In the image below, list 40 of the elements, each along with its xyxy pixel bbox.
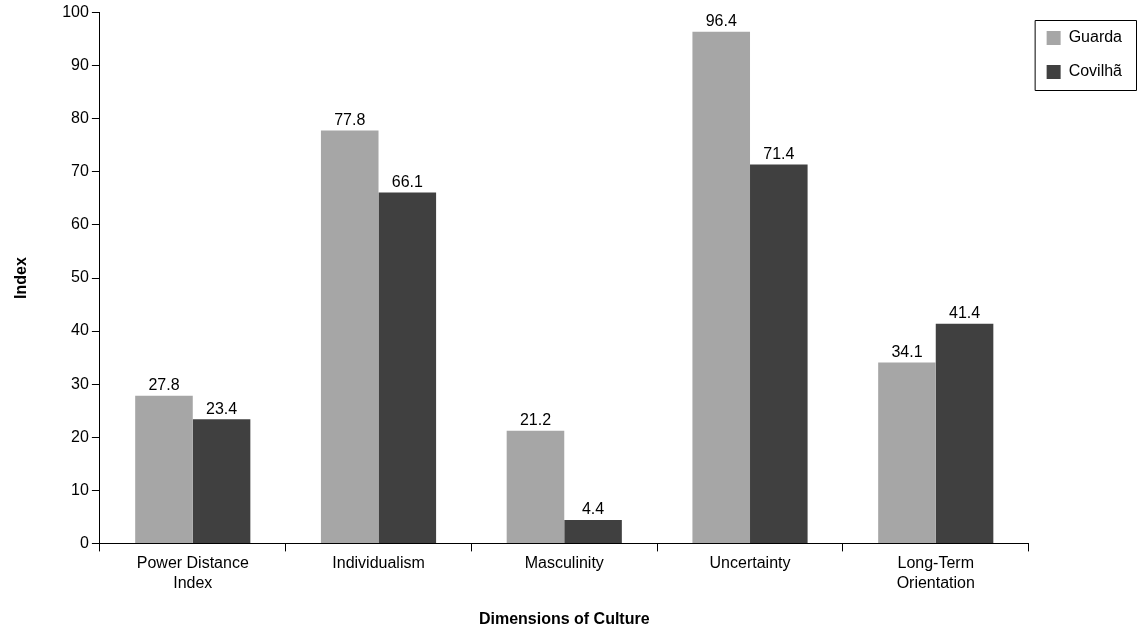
y-tick-label: 50 [71, 268, 89, 286]
bar [564, 520, 622, 543]
bar [192, 419, 251, 543]
y-tick-label: 70 [71, 162, 89, 180]
data-label: 71.4 [763, 144, 795, 162]
data-label: 27.8 [148, 376, 180, 394]
y-tick-label: 30 [71, 374, 89, 392]
y-tick-label: 10 [71, 480, 89, 498]
data-label: 66.1 [391, 172, 423, 190]
y-tick-label: 60 [71, 215, 89, 233]
x-tick-label: Power Distance Index [136, 554, 249, 591]
bar [692, 31, 751, 543]
y-tick-label: 0 [79, 533, 89, 551]
bar [506, 430, 565, 543]
legend-label: Covilhã [1068, 62, 1123, 80]
x-tick-label: Masculinity [524, 554, 604, 572]
bar [750, 164, 808, 543]
x-axis-title: Dimensions of Culture [478, 609, 650, 627]
bar [320, 130, 379, 543]
x-tick-label: Uncertainty [709, 554, 791, 572]
legend-label: Guarda [1068, 28, 1123, 46]
y-tick-label: 80 [71, 109, 89, 127]
y-tick-label: 90 [71, 56, 89, 74]
x-tick-label: Individualism [332, 554, 425, 572]
y-tick-label: 40 [71, 321, 89, 339]
bar [878, 362, 936, 543]
data-label: 23.4 [205, 399, 238, 417]
bar [135, 395, 193, 543]
y-axis-title: Index [12, 257, 30, 299]
data-label: 34.1 [891, 342, 923, 360]
data-label: 21.2 [519, 411, 552, 429]
data-label: 96.4 [705, 12, 737, 30]
bar [935, 323, 994, 543]
x-tick-label: Long-Term Orientation [896, 554, 975, 591]
data-label: 4.4 [581, 500, 605, 518]
y-tick-label: 20 [71, 427, 89, 445]
data-label: 41.4 [948, 304, 981, 322]
y-tick-label: 100 [62, 3, 89, 21]
data-label: 77.8 [334, 110, 366, 128]
bar [378, 192, 437, 543]
